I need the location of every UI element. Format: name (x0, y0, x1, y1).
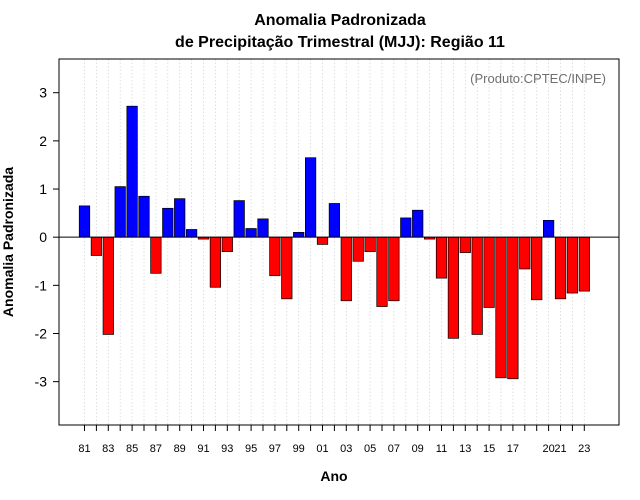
x-tick-label-09: 09 (412, 443, 424, 455)
bar-87 (150, 236, 162, 274)
bar-94 (233, 200, 245, 238)
y-tick-label: -2 (35, 326, 48, 342)
y-tick-label: 1 (39, 181, 47, 197)
bar-88 (162, 207, 174, 238)
bar-89 (174, 198, 186, 238)
chart-title-line-2: de Precipitação Trimestral (MJJ): Região… (175, 34, 505, 51)
bar-08 (400, 217, 412, 238)
y-tick-label: 2 (39, 133, 47, 149)
bar-13 (459, 236, 471, 253)
x-tick-label-01: 01 (316, 443, 328, 455)
bar-02 (328, 203, 340, 238)
bar-16 (495, 236, 507, 379)
bar-19 (531, 236, 543, 301)
bar-97 (269, 236, 281, 277)
bar-85 (126, 105, 138, 238)
x-tick-label-03: 03 (340, 443, 352, 455)
bar-23 (578, 236, 590, 292)
x-tick-label-13: 13 (459, 443, 471, 455)
bar-04 (352, 236, 364, 262)
bar-06 (376, 236, 388, 307)
y-tick-label: -1 (35, 277, 48, 293)
bar-99 (293, 232, 305, 238)
bar-90 (186, 229, 198, 238)
x-tick-label-17: 17 (507, 443, 519, 455)
bar-83 (102, 236, 114, 335)
bar-17 (507, 236, 519, 380)
x-tick-label-87: 87 (150, 443, 162, 455)
bar-14 (471, 236, 483, 335)
x-tick-label-95: 95 (245, 443, 257, 455)
bar-92 (209, 236, 221, 288)
x-tick-label-21: 21 (554, 443, 566, 455)
bar-15 (483, 236, 495, 308)
bar-21 (554, 236, 567, 300)
bar-09 (412, 209, 424, 238)
x-tick-label-23: 23 (578, 443, 590, 455)
bar-11 (435, 236, 448, 279)
bar-81 (78, 205, 91, 238)
bar-12 (447, 236, 459, 339)
x-tick-label-20: 20 (542, 443, 554, 455)
bar-22 (566, 236, 579, 294)
x-tick-label-07: 07 (388, 443, 400, 455)
bars (78, 105, 590, 380)
bar-86 (138, 195, 150, 238)
y-tick-label: 0 (39, 229, 47, 245)
bar-84 (114, 186, 126, 238)
bar-95 (245, 228, 257, 238)
y-tick-label: -3 (35, 374, 48, 390)
y-tick-label: 3 (39, 85, 47, 101)
y-axis-label: Anomalia Padronizada (0, 167, 16, 317)
bar-03 (340, 236, 352, 302)
bar-98 (281, 236, 293, 300)
bar-96 (257, 218, 269, 238)
x-tick-label-93: 93 (221, 443, 233, 455)
bar-07 (388, 236, 400, 302)
bar-20 (542, 219, 555, 238)
x-tick-label-81: 81 (78, 443, 90, 455)
x-tick-label-97: 97 (269, 443, 281, 455)
x-tick-label-83: 83 (102, 443, 114, 455)
x-tick-label-11: 11 (436, 443, 447, 455)
bar-82 (90, 236, 103, 256)
plot-frame (58, 58, 620, 426)
bar-00 (305, 157, 317, 238)
x-tick-label-91: 91 (197, 443, 209, 455)
x-tick-label-05: 05 (364, 443, 376, 455)
bar-05 (364, 236, 376, 252)
bar-01 (316, 236, 329, 245)
credit-text: (Produto:CPTEC/INPE) (470, 71, 606, 86)
x-tick-label-99: 99 (293, 443, 305, 455)
x-tick-label-89: 89 (174, 443, 186, 455)
bar-93 (221, 236, 233, 252)
x-tick-label-85: 85 (126, 443, 138, 455)
bar-18 (519, 236, 531, 270)
x-tick-label-15: 15 (483, 443, 495, 455)
chart-title-line-1: Anomalia Padronizada (254, 12, 426, 29)
x-axis-label: Ano (320, 468, 347, 484)
